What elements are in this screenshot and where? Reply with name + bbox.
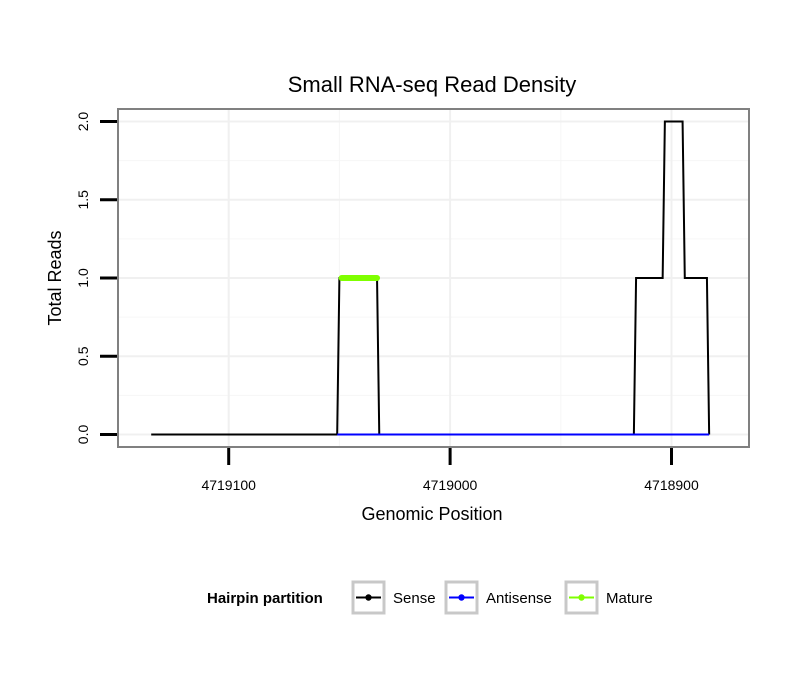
legend-title: Hairpin partition bbox=[207, 590, 323, 607]
y-tick-label: 1.0 bbox=[75, 268, 91, 288]
y-axis-label: Total Reads bbox=[45, 230, 65, 325]
legend: Hairpin partition Sense Antisense Mature bbox=[207, 580, 653, 615]
x-axis-label: Genomic Position bbox=[361, 504, 502, 524]
x-tick-label: 4719000 bbox=[423, 477, 478, 493]
legend-label: Sense bbox=[393, 590, 436, 607]
y-tick-label: 1.5 bbox=[75, 190, 91, 210]
y-tick-label: 0.0 bbox=[75, 425, 91, 445]
y-tick-label: 0.5 bbox=[75, 346, 91, 366]
legend-key-point bbox=[365, 594, 372, 601]
y-axis: 0.0 0.5 1.0 1.5 2.0 bbox=[75, 112, 117, 445]
chart-title: Small RNA-seq Read Density bbox=[288, 72, 577, 97]
legend-entries: Sense Antisense Mature bbox=[351, 580, 653, 615]
plot-area bbox=[117, 108, 750, 448]
legend-label: Antisense bbox=[486, 590, 552, 607]
legend-key-box bbox=[564, 580, 599, 615]
x-tick-label: 4718900 bbox=[644, 477, 699, 493]
x-axis: 4719100 4719000 4718900 bbox=[201, 448, 699, 493]
x-tick-label: 4719100 bbox=[201, 477, 256, 493]
series-layer bbox=[151, 120, 711, 436]
legend-key-point bbox=[578, 594, 585, 601]
y-tick-label: 2.0 bbox=[75, 112, 91, 132]
legend-label: Mature bbox=[606, 590, 653, 607]
legend-item-sense: Sense bbox=[351, 580, 436, 615]
plot-border bbox=[117, 108, 750, 448]
legend-item-mature: Mature bbox=[564, 580, 653, 615]
legend-key-point bbox=[458, 594, 465, 601]
legend-item-antisense: Antisense bbox=[444, 580, 552, 615]
